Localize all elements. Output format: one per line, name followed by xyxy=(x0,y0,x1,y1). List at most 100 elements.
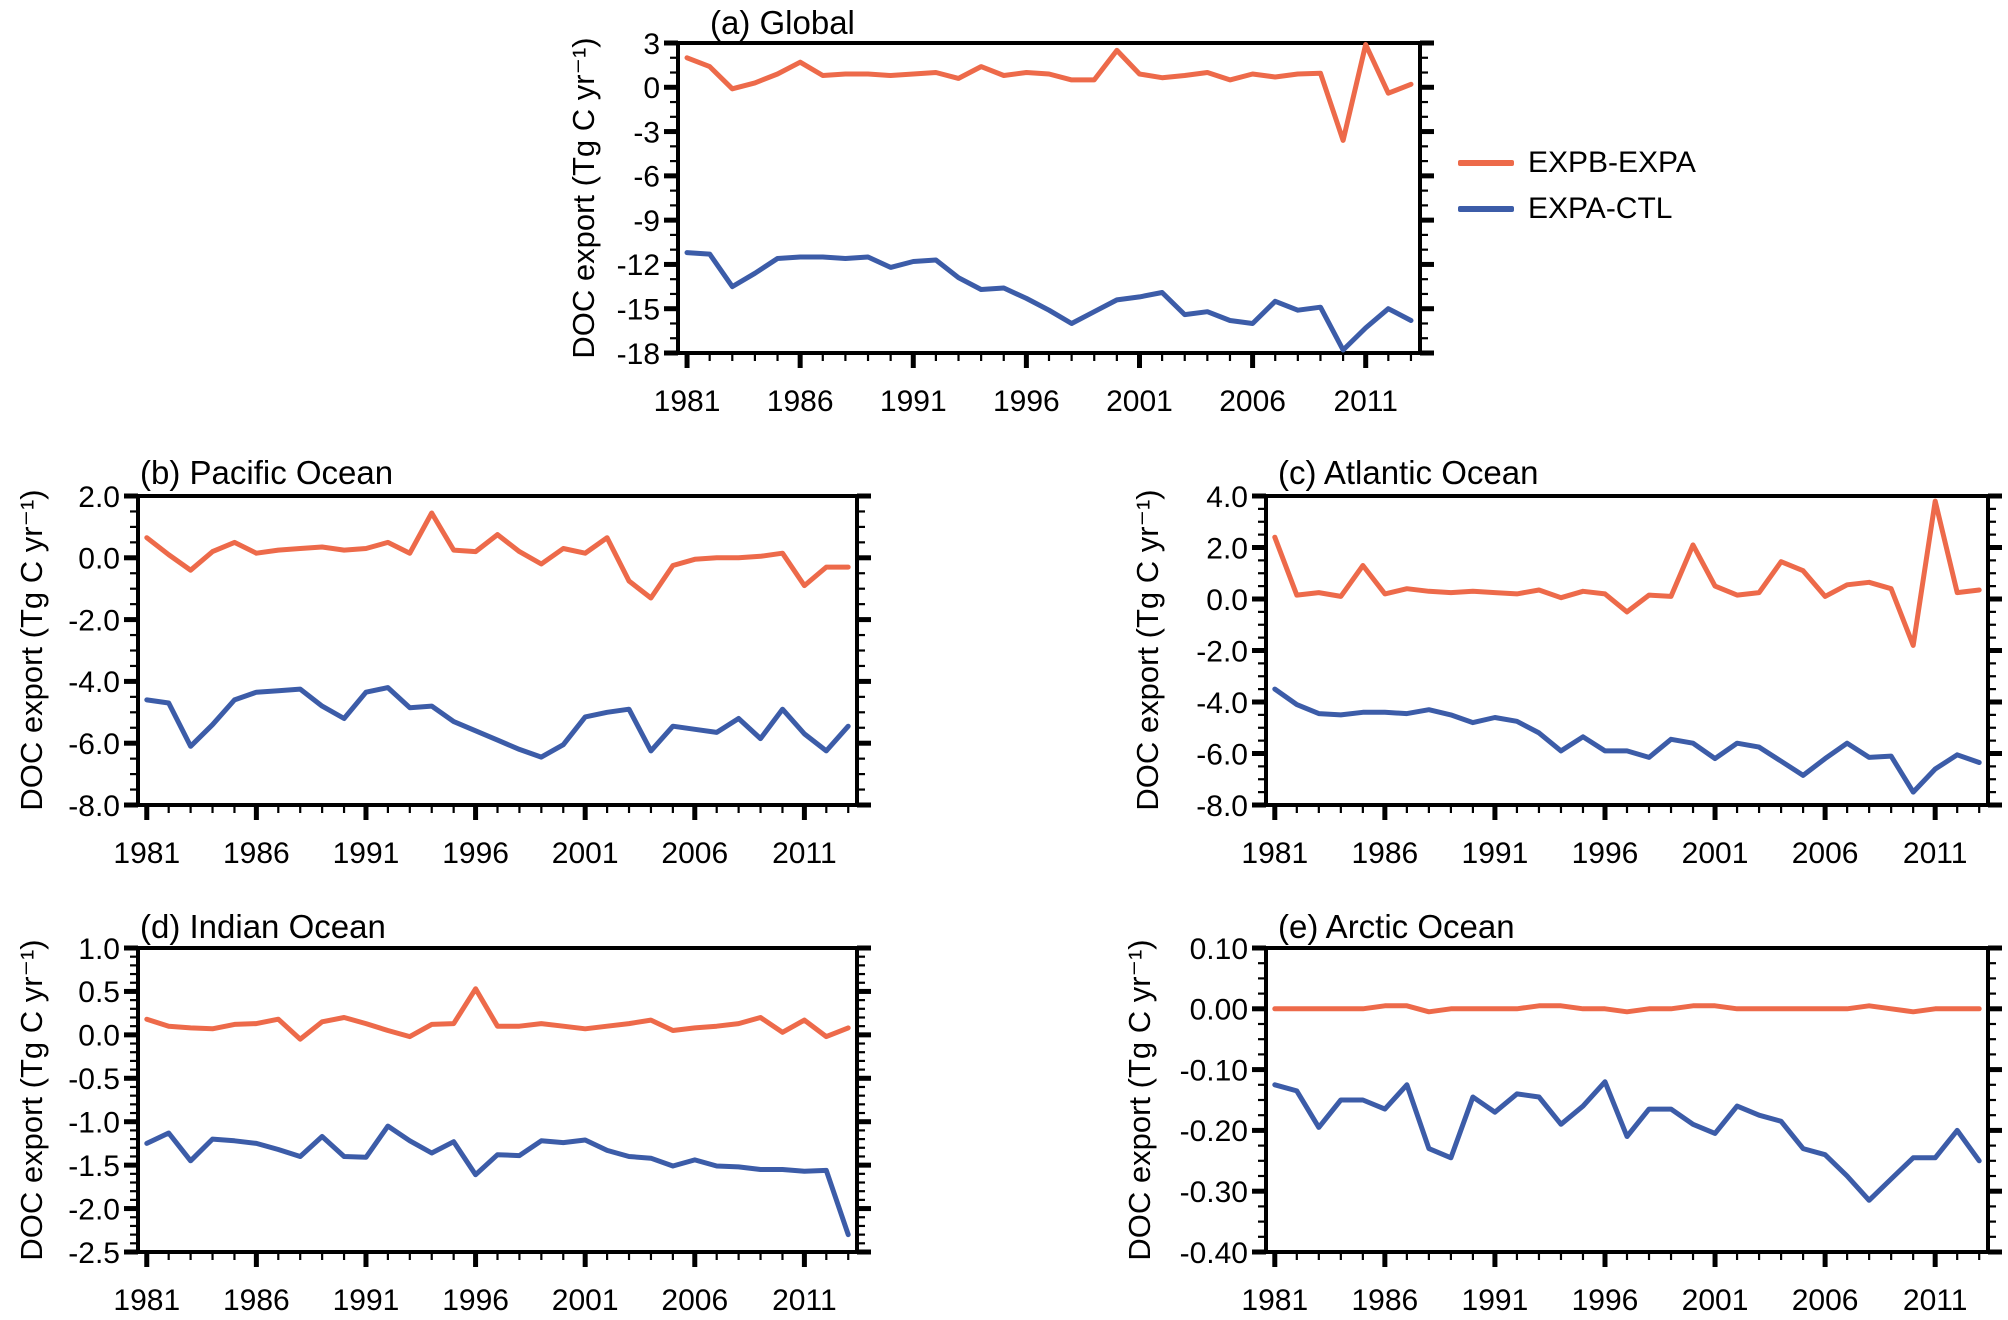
panel-c-xtick-label: 1986 xyxy=(1351,837,1418,870)
panel-e-xtick-label: 1981 xyxy=(1241,1284,1308,1317)
panel-e-xtick-label: 2011 xyxy=(1903,1284,1968,1317)
legend-label-expa-ctl: EXPA-CTL xyxy=(1528,192,1673,225)
panel-c-plot: 4.0 2.0 0.0 -2.0 -4.0 -6.0 -8.0 1981 1986 1991 199… xyxy=(1196,481,2002,870)
panel-a-xtick-label: 2011 xyxy=(1333,385,1398,418)
panel-a-ytick-label: -3 xyxy=(633,116,660,149)
panel-d-title: (d) Indian Ocean xyxy=(140,908,386,945)
panel-d-ytick-label: -0.5 xyxy=(68,1063,120,1096)
panel-d-xtick-label: 1996 xyxy=(442,1284,509,1317)
panel-e-ylabel: DOC export (Tg C yr⁻¹) xyxy=(1122,939,1157,1261)
panel-d-ytick-label: -1.0 xyxy=(68,1107,120,1140)
panel-c-xtick-label: 2001 xyxy=(1682,837,1749,870)
panel-d-ytick-label: -2.5 xyxy=(68,1237,120,1270)
panel-b-xtick-label: 1986 xyxy=(223,837,290,870)
panel-b-series-expb-expa-line xyxy=(144,510,851,601)
panel-a-ytick-label: 3 xyxy=(643,28,660,61)
panel-e-xtick-label: 2001 xyxy=(1682,1284,1749,1317)
panel-d-ytick-label: -2.0 xyxy=(68,1193,120,1226)
panel-e-xtick-label: 1996 xyxy=(1572,1284,1639,1317)
panel-a-ytick-label: -6 xyxy=(633,161,660,194)
panel-b-xtick-label: 2001 xyxy=(552,837,619,870)
panel-a-xtick-label: 2001 xyxy=(1106,385,1173,418)
panel-d-xtick-label: 1991 xyxy=(333,1284,400,1317)
panel-c-ytick-label: -4.0 xyxy=(1196,687,1248,720)
panel-a-xtick-label: 1996 xyxy=(993,385,1060,418)
panel-d-xtick-label: 2006 xyxy=(661,1284,728,1317)
panel-e-ytick-label: -0.40 xyxy=(1180,1237,1248,1270)
panel-d-ylabel: DOC export (Tg C yr⁻¹) xyxy=(14,939,49,1261)
panel-a-xtick-label: 1986 xyxy=(767,385,834,418)
panel-d-xtick-label: 1986 xyxy=(223,1284,290,1317)
legend-item-expb-expa: EXPB-EXPA xyxy=(1458,146,1696,179)
panel-d-series-expa-ctl-line xyxy=(144,1123,851,1238)
panel-d-ytick-label: 1.0 xyxy=(78,933,120,966)
panel-c-xtick-label: 1981 xyxy=(1241,837,1308,870)
panel-a-ylabel: DOC export (Tg C yr⁻¹) xyxy=(566,37,601,359)
panel-e-ytick-label: -0.20 xyxy=(1180,1115,1248,1148)
panel-c-xtick-label: 1996 xyxy=(1572,837,1639,870)
panel-b-ytick-label: -4.0 xyxy=(68,666,120,699)
panel-e-border xyxy=(1264,946,1990,1254)
panel-d-xtick-label: 1981 xyxy=(113,1284,180,1317)
panel-c-series-expa-ctl-line xyxy=(1272,686,1982,795)
panel-b-xtick-label: 2006 xyxy=(661,837,728,870)
panel-a-series-expb-expa-line xyxy=(684,42,1414,143)
panel-d-xtick-label: 2011 xyxy=(772,1284,837,1317)
panel-a-xtick-label: 2006 xyxy=(1219,385,1286,418)
panel-b-xtick-label: 1981 xyxy=(113,837,180,870)
panel-b-plot: 2.0 0.0 -2.0 -4.0 -6.0 -8.0 1981 1986 1991 1996 20… xyxy=(68,481,871,870)
panel-c-ytick-label: 0.0 xyxy=(1206,584,1248,617)
legend-label-expb-expa: EXPB-EXPA xyxy=(1528,146,1696,179)
panel-e-series-expa-ctl-line xyxy=(1272,1079,1982,1203)
panel-a-plot: 3 0 -3 -6 -9 -12 -15 -18 1981 1986 1991 1996 2001 200… xyxy=(617,28,1434,418)
panel-d-series-expb-expa-line xyxy=(144,986,851,1042)
panel-b-series-expa-ctl-line xyxy=(144,685,851,760)
panel-b-xtick-label: 1991 xyxy=(333,837,400,870)
panel-e-xtick-label: 2006 xyxy=(1792,1284,1859,1317)
panel-e-title: (e) Arctic Ocean xyxy=(1278,908,1515,945)
panel-a-xtick-label: 1991 xyxy=(880,385,947,418)
panel-e-ytick-label: 0.10 xyxy=(1190,933,1248,966)
panel-b-xtick-label: 1996 xyxy=(442,837,509,870)
panel-c-series-expb-expa-line xyxy=(1272,498,1982,648)
panel-b-title: (b) Pacific Ocean xyxy=(140,454,394,491)
panel-a-ytick-label: 0 xyxy=(643,72,660,105)
panel-c-xtick-label: 2011 xyxy=(1903,837,1968,870)
panel-b-ytick-label: -8.0 xyxy=(68,790,120,823)
panel-e-series-expb-expa-line xyxy=(1272,1003,1982,1015)
panel-a-ytick-label: -18 xyxy=(617,338,660,371)
panel-c-xtick-label: 1991 xyxy=(1462,837,1529,870)
panel-b-ytick-label: -6.0 xyxy=(68,728,120,761)
legend-item-expa-ctl: EXPA-CTL xyxy=(1458,192,1696,225)
panel-d-xtick-label: 2001 xyxy=(552,1284,619,1317)
panel-c-ytick-label: 4.0 xyxy=(1206,481,1248,514)
panel-a-ytick-label: -12 xyxy=(617,249,660,282)
panel-d-ytick-label: 0.0 xyxy=(78,1020,120,1053)
panel-a-ytick-label: -15 xyxy=(617,294,660,327)
panel-d-border xyxy=(136,946,859,1254)
panel-b-xtick-label: 2011 xyxy=(772,837,837,870)
panel-a-title: (a) Global xyxy=(710,4,855,41)
panel-c-ylabel: DOC export (Tg C yr⁻¹) xyxy=(1130,489,1165,811)
panel-e-plot: 0.10 0.00 -0.10 -0.20 -0.30 -0.40 1981 1986 1991… xyxy=(1180,933,2002,1317)
panel-e-xtick-label: 1991 xyxy=(1462,1284,1529,1317)
panel-d-plot: 1.0 0.5 0.0 -0.5 -1.0 -1.5 -2.0 -2.5 1981 1986 199… xyxy=(68,933,871,1317)
legend-line-expa-ctl xyxy=(1458,206,1514,212)
panel-e-ytick-label: -0.30 xyxy=(1180,1176,1248,1209)
panel-c-title: (c) Atlantic Ocean xyxy=(1278,454,1539,491)
panel-a-ytick-label: -9 xyxy=(633,205,660,238)
panel-c-ytick-label: -2.0 xyxy=(1196,635,1248,668)
panel-c-ytick-label: 2.0 xyxy=(1206,532,1248,565)
panel-b-border xyxy=(136,494,859,807)
panel-d-ytick-label: 0.5 xyxy=(78,976,120,1009)
panel-e-xtick-label: 1986 xyxy=(1351,1284,1418,1317)
panel-c-ytick-label: -6.0 xyxy=(1196,738,1248,771)
legend-line-expb-expa xyxy=(1458,160,1514,166)
panel-b-ytick-label: 2.0 xyxy=(78,481,120,514)
panel-b-ytick-label: 0.0 xyxy=(78,543,120,576)
panel-b-ytick-label: -2.0 xyxy=(68,604,120,637)
panel-c-xtick-label: 2006 xyxy=(1792,837,1859,870)
panel-a-xtick-label: 1981 xyxy=(654,385,721,418)
panel-a-series-expa-ctl-line xyxy=(684,250,1414,353)
